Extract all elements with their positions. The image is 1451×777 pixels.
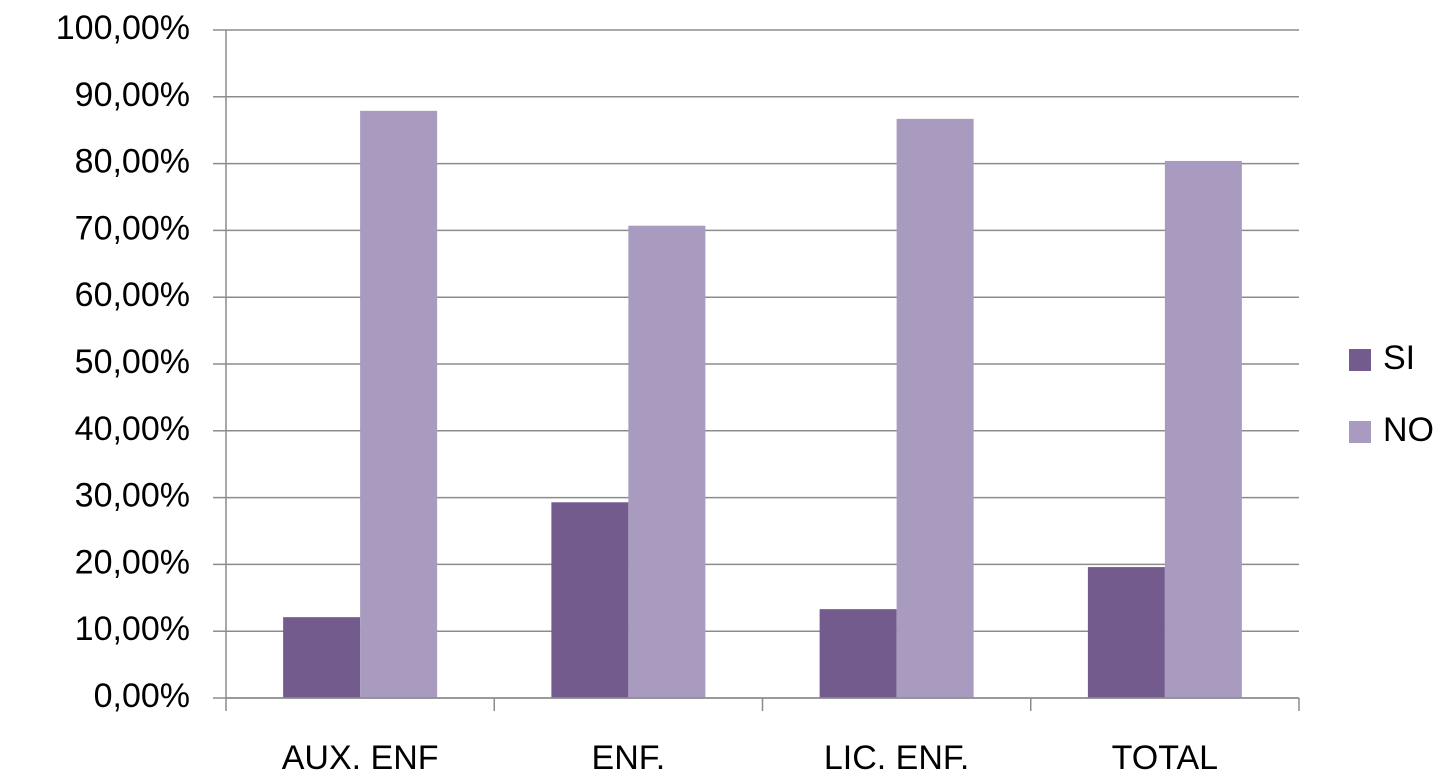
bar (628, 225, 706, 698)
y-tick-label: 60,00% (75, 276, 190, 314)
legend-label: NO (1383, 411, 1434, 449)
legend-swatch (1349, 349, 1371, 371)
y-tick-label: 30,00% (75, 477, 190, 515)
x-tick-label: LIC. ENF. (824, 739, 969, 777)
legend-label: SI (1383, 339, 1415, 377)
y-tick-label: 80,00% (75, 143, 190, 181)
y-tick-label: 0,00% (94, 677, 190, 715)
bar (896, 118, 974, 699)
bar (1164, 160, 1242, 699)
bar (283, 617, 361, 698)
y-tick-label: 50,00% (75, 343, 190, 381)
y-tick-label: 10,00% (75, 610, 190, 648)
bar (819, 609, 897, 698)
x-tick-label: TOTAL (1112, 739, 1218, 777)
y-tick-label: 20,00% (75, 543, 190, 581)
x-tick-label: ENF. (592, 739, 666, 777)
x-tick-label: AUX. ENF (282, 739, 439, 777)
y-tick-label: 90,00% (75, 76, 190, 114)
bar (1087, 567, 1165, 698)
bar (551, 502, 629, 698)
legend-swatch (1349, 421, 1371, 443)
bar (360, 110, 438, 698)
y-tick-label: 100,00% (56, 9, 190, 47)
y-tick-label: 70,00% (75, 209, 190, 247)
y-tick-label: 40,00% (75, 410, 190, 448)
